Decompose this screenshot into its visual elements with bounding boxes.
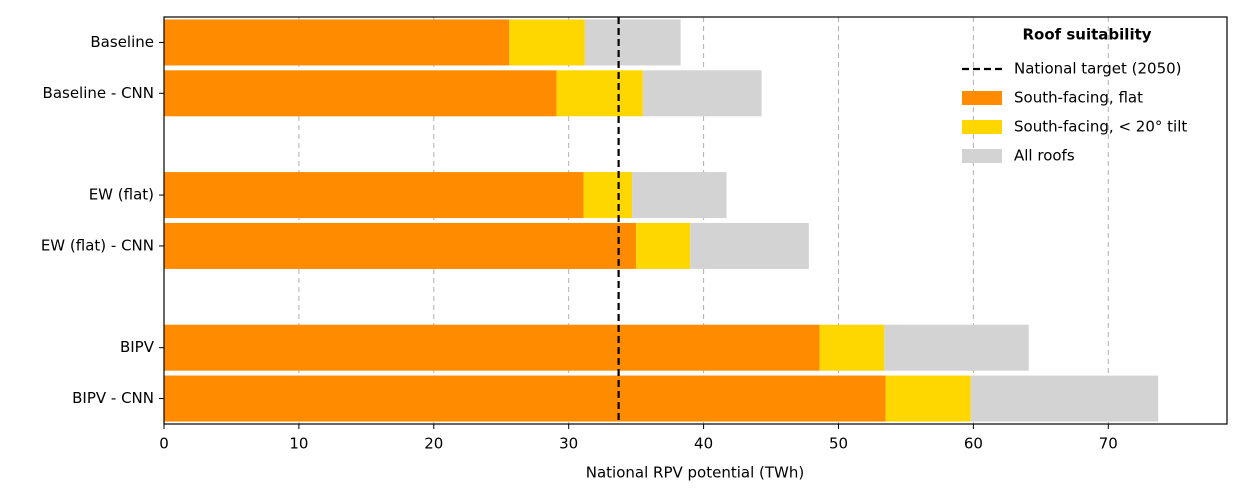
bar-segment <box>885 375 971 422</box>
legend-label: South-facing, flat <box>1014 89 1143 107</box>
bar-segment <box>970 375 1159 422</box>
bar-segment <box>556 70 643 117</box>
bar-segment <box>690 222 809 269</box>
legend-swatch <box>962 91 1002 105</box>
plot-frame <box>163 16 1228 425</box>
x-tick-label: 70 <box>1099 435 1118 453</box>
bar-segment <box>636 222 691 269</box>
bar-segment <box>164 172 584 219</box>
y-tick-label: BIPV - CNN <box>72 389 154 407</box>
x-tick-label: 20 <box>424 435 443 453</box>
x-tick-label: 50 <box>829 435 848 453</box>
bar-segment <box>819 324 885 371</box>
legend-title: Roof suitability <box>1022 26 1151 44</box>
y-tick-label: Baseline - CNN <box>43 84 154 102</box>
legend-label: National target (2050) <box>1014 60 1182 78</box>
bar-segment <box>642 70 762 117</box>
x-tick-label: 40 <box>694 435 713 453</box>
legend-swatch <box>962 120 1002 134</box>
legend-label: All roofs <box>1014 147 1075 165</box>
x-tick-label: 60 <box>964 435 983 453</box>
bar-segment <box>884 324 1029 371</box>
legend-label: South-facing, < 20° tilt <box>1014 118 1187 136</box>
x-tick-label: 30 <box>559 435 578 453</box>
y-tick-label: EW (flat) - CNN <box>41 236 154 254</box>
bar-segment <box>164 375 886 422</box>
bar-segment <box>583 172 633 219</box>
y-tick-label: BIPV <box>120 338 155 356</box>
x-tick-label: 0 <box>159 435 169 453</box>
x-axis-label: National RPV potential (TWh) <box>586 464 804 482</box>
bar-segment <box>164 70 557 117</box>
bar-segment <box>164 19 510 66</box>
bar-segment <box>164 324 820 371</box>
bar-segment <box>632 172 727 219</box>
bar-segment <box>584 19 681 66</box>
bar-segment <box>509 19 585 66</box>
x-tick-label: 10 <box>289 435 308 453</box>
legend-swatch <box>962 149 1002 163</box>
y-tick-label: Baseline <box>90 33 154 51</box>
y-tick-label: EW (flat) <box>89 186 154 204</box>
bar-segment <box>164 222 637 269</box>
